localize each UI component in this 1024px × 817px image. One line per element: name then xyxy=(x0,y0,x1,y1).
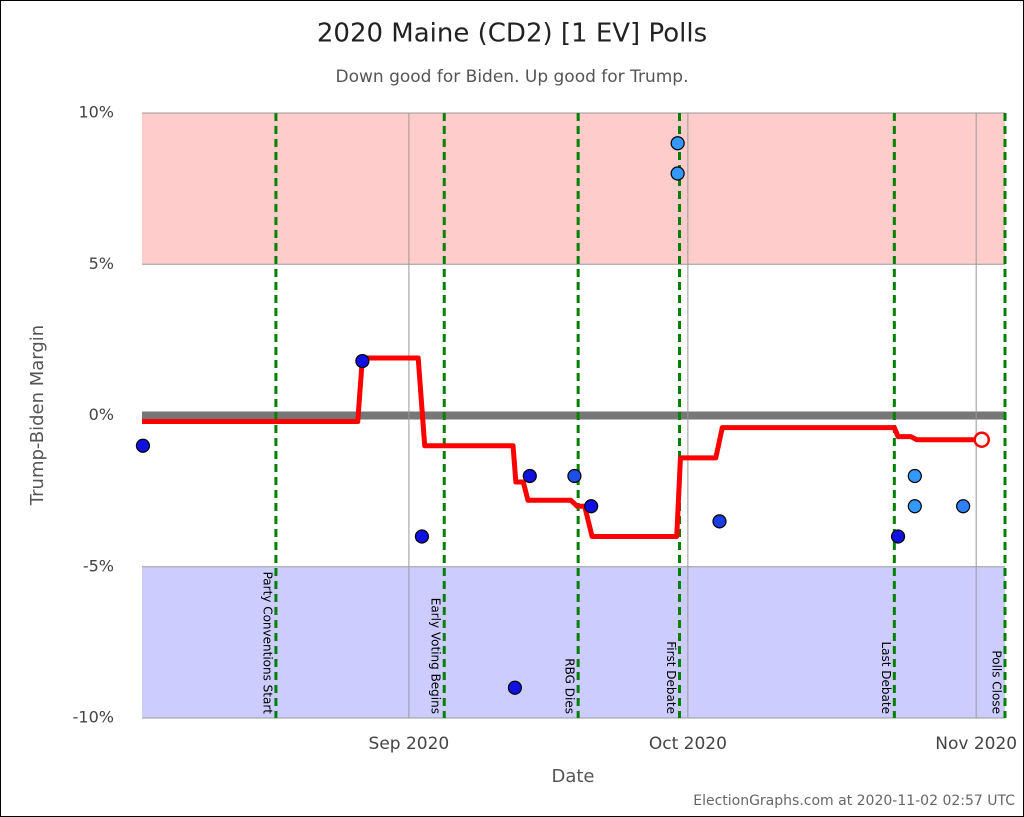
poll-point xyxy=(670,136,685,151)
band xyxy=(142,113,1005,265)
chart-title: 2020 Maine (CD2) [1 EV] Polls xyxy=(317,19,707,49)
event-label: First Debate xyxy=(664,641,678,714)
x-tick-label: Sep 2020 xyxy=(369,734,450,754)
y-tick-label: -5% xyxy=(83,556,114,575)
y-axis-label: Trump-Biden Margin xyxy=(27,325,48,506)
y-tick-label: 0% xyxy=(89,405,114,424)
y-tick-label: 10% xyxy=(78,103,114,122)
poll-point xyxy=(907,468,922,484)
poll-point xyxy=(670,166,685,181)
event-label: Early Voting Begins xyxy=(429,598,443,714)
band xyxy=(142,566,1005,718)
average-end-marker xyxy=(973,431,991,448)
poll-point xyxy=(584,499,599,514)
poll-point xyxy=(507,680,523,695)
poll-point xyxy=(890,529,906,544)
poll-point xyxy=(956,499,971,514)
poll-point xyxy=(135,438,151,453)
chart-subtitle: Down good for Biden. Up good for Trump. xyxy=(336,67,689,87)
event-label: Last Debate xyxy=(879,642,893,715)
event-label: RBG Dies xyxy=(563,658,577,714)
y-tick-label: 5% xyxy=(89,254,114,273)
x-tick-label: Nov 2020 xyxy=(935,734,1017,754)
x-axis-label: Date xyxy=(551,766,594,787)
average-line xyxy=(142,355,982,539)
x-tick-label: Oct 2020 xyxy=(649,734,727,754)
poll-point xyxy=(355,353,370,369)
poll-point xyxy=(414,529,430,544)
poll-point xyxy=(712,514,727,529)
y-tick-label: -10% xyxy=(73,708,114,727)
poll-point xyxy=(522,468,537,484)
event-label: Polls Close xyxy=(990,650,1004,714)
poll-point xyxy=(907,499,922,514)
event-label: Party Conventions Start xyxy=(260,572,274,715)
footer: ElectionGraphs.com at 2020-11-02 02:57 U… xyxy=(693,793,1015,809)
poll-point xyxy=(567,468,582,484)
